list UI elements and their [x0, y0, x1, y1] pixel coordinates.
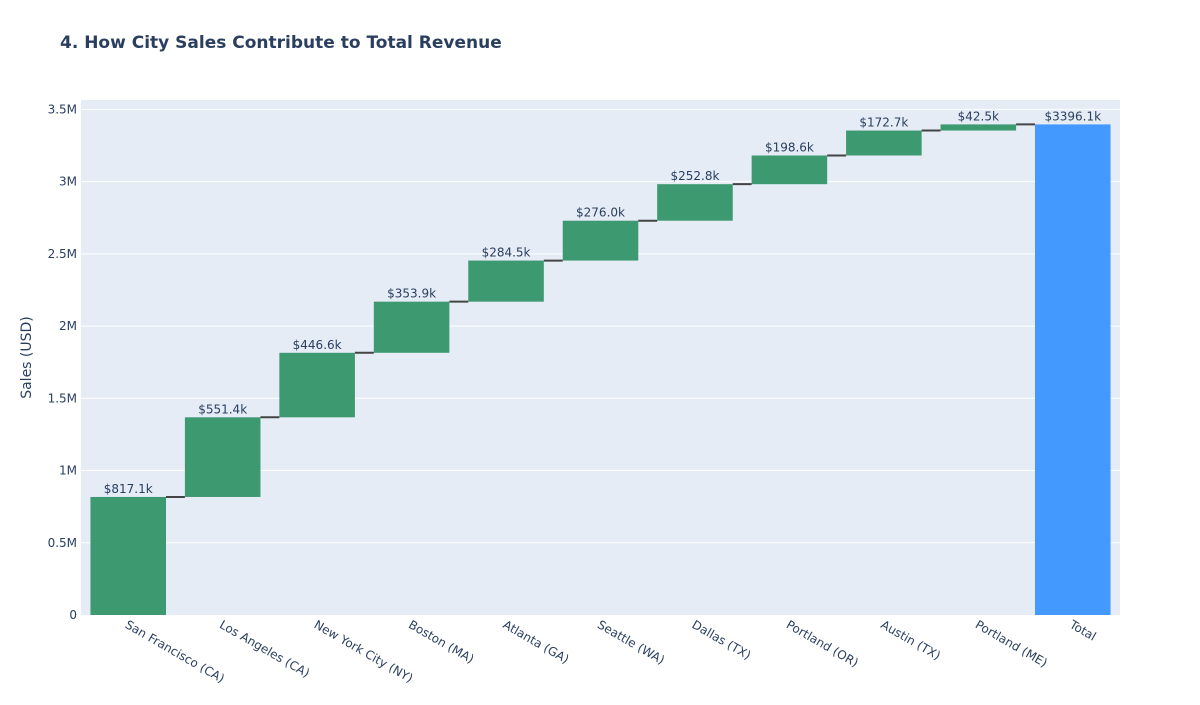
y-axis-title: Sales (USD)	[19, 316, 35, 399]
data-label: $172.7k	[859, 116, 908, 130]
bar-increase	[846, 130, 922, 156]
x-tick-label: Seattle (WA)	[595, 617, 667, 667]
bar-increase	[468, 260, 544, 302]
data-label: $817.1k	[104, 482, 153, 496]
y-tick-label: 1M	[59, 464, 77, 478]
data-label: $353.9k	[387, 287, 436, 301]
bar-increase	[373, 301, 450, 353]
bar-total	[1034, 124, 1111, 616]
data-label: $252.8k	[670, 169, 719, 183]
data-label: $42.5k	[958, 109, 999, 123]
bar-increase	[90, 496, 167, 615]
bar-increase	[940, 124, 1017, 131]
plot-background	[81, 100, 1120, 615]
bar-increase	[751, 155, 828, 185]
data-label: $198.6k	[765, 140, 814, 154]
data-label: $446.6k	[293, 338, 342, 352]
x-tick-label: Total	[1066, 617, 1098, 644]
x-tick-label: Atlanta (GA)	[501, 617, 572, 666]
x-tick-label: San Francisco (CA)	[123, 617, 227, 685]
bar-increase	[184, 417, 261, 497]
y-tick-label: 3.5M	[48, 102, 77, 116]
y-tick-label: 0.5M	[48, 536, 77, 550]
data-label: $284.5k	[482, 246, 531, 260]
bar-increase	[657, 184, 733, 221]
data-label: $3396.1k	[1044, 109, 1101, 123]
y-tick-label: 1.5M	[48, 391, 77, 405]
x-tick-label: Boston (MA)	[406, 617, 476, 666]
data-label: $551.4k	[198, 402, 247, 416]
x-tick-label: Portland (ME)	[973, 617, 1050, 670]
x-tick-label: Los Angeles (CA)	[217, 617, 312, 680]
bar-increase	[279, 352, 355, 418]
x-tick-label: New York City (NY)	[312, 617, 416, 685]
x-tick-label: Dallas (TX)	[689, 617, 753, 662]
x-tick-label: Portland (OR)	[784, 617, 861, 669]
x-tick-label: Austin (TX)	[878, 617, 943, 662]
data-label: $276.0k	[576, 206, 625, 220]
y-tick-label: 2.5M	[48, 247, 77, 261]
y-tick-label: 0	[69, 608, 77, 622]
y-tick-label: 2M	[59, 319, 77, 333]
chart-title: 4. How City Sales Contribute to Total Re…	[60, 33, 502, 53]
bar-increase	[562, 220, 639, 261]
y-tick-label: 3M	[59, 175, 77, 189]
